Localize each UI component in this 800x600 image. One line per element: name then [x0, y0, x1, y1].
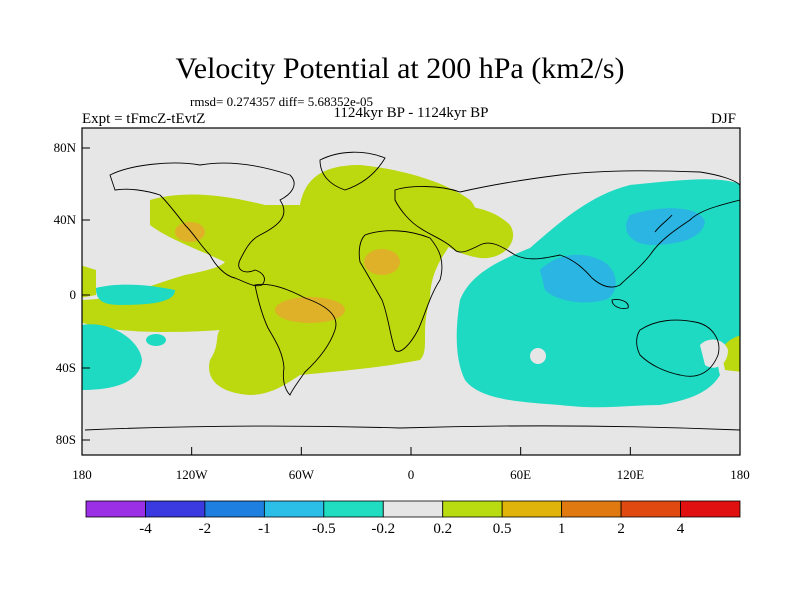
period-label: 1124kyr BP - 1124kyr BP: [333, 105, 489, 121]
positive-region-mideast: [430, 206, 514, 259]
negative-core-asia: [540, 254, 616, 303]
lat-tick-label: 80S: [55, 432, 76, 447]
lat-tick-label: 40N: [53, 212, 76, 227]
negative-core-japan: [626, 208, 705, 245]
colorbar-label: -0.2: [371, 521, 396, 537]
season-label: DJF: [711, 111, 737, 127]
colorbar-label: -2: [198, 521, 212, 537]
lon-tick-label: 60E: [510, 467, 532, 482]
positive-region-atlantic: [82, 165, 476, 395]
colorbar-label: 1: [557, 521, 566, 537]
colorbar-label: 4: [676, 521, 685, 537]
orange-core-sa: [275, 297, 345, 323]
negative-region-small: [146, 334, 166, 346]
positive-region-west-edge: [82, 265, 96, 298]
lat-tick-label: 80N: [53, 140, 76, 155]
lat-tick-label: 0: [69, 287, 77, 302]
colorbar-label: -0.5: [311, 521, 336, 537]
lon-tick-label: 60W: [288, 467, 314, 482]
lon-tick-label: 0: [407, 467, 415, 482]
lon-tick-label: 180: [72, 467, 92, 482]
positive-region-s-pacific: [720, 330, 740, 372]
lon-tick-label: 120W: [175, 467, 208, 482]
lon-tick-label: 180: [730, 467, 750, 482]
neutral-australia-gap: [700, 339, 728, 368]
colorbar-label: -4: [139, 521, 152, 537]
orange-core-na: [175, 222, 205, 242]
plot-title: Velocity Potential at 200 hPa (km2/s): [175, 52, 625, 85]
negative-region-s-pacific: [82, 324, 142, 390]
colorbar-label: 0.2: [433, 521, 453, 537]
neutral-hole: [530, 348, 546, 364]
coastlines: [84, 151, 740, 431]
orange-core-africa: [364, 249, 400, 275]
lon-tick-label: 120E: [616, 467, 645, 482]
negative-region-e-pacific: [96, 284, 175, 305]
rmsd-stats: rmsd= 0.274357 diff= 5.68352e-05: [190, 94, 374, 109]
colorbar-label: -1: [258, 521, 271, 537]
colorbar-label: 2: [617, 521, 625, 537]
colorbar-label: 0.5: [492, 521, 512, 537]
lat-tick-label: 40S: [55, 360, 76, 375]
experiment-label: Expt = tFmcZ-tEvtZ: [82, 111, 206, 127]
